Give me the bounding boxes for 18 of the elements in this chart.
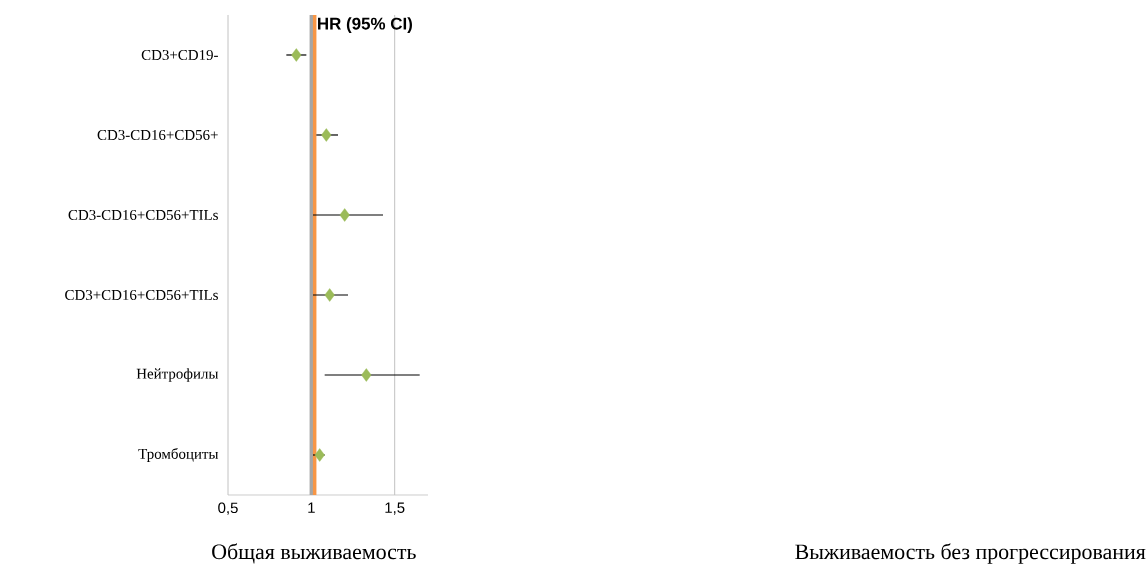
y-tick-label: CD3-CD16+CD56+TILs [68,209,218,221]
x-tick-label: 1 [308,502,315,513]
point [291,48,302,62]
ref-line-label: HR (95% CI) [318,17,412,33]
point [321,128,332,142]
y-tick-label: CD3+CD16+CD56+TILs [65,289,218,301]
x-tick-label: 1,5 [385,502,405,515]
point [339,208,350,222]
x-tick-label: 0,5 [218,502,238,515]
y-tick-label: Тромбоциты [138,448,219,462]
text: Выживаемость без прогрессирования [795,543,1146,564]
point [324,288,335,302]
y-tick-label: CD3-CD16+CD56+ [97,129,218,141]
y-tick-label: CD3+CD19- [141,49,218,61]
text: Общая выживаемость [212,543,416,564]
y-tick-label: Нейтрофилы [136,368,219,382]
point [361,368,372,382]
point [314,448,325,462]
